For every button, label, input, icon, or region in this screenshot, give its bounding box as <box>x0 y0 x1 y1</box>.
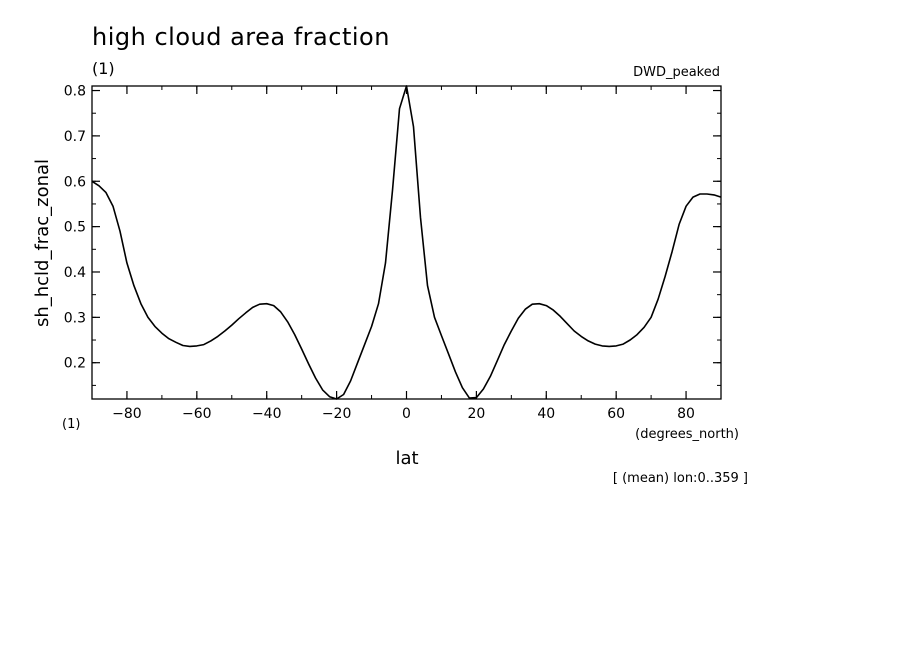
y-tick-label: 0.8 <box>64 84 86 100</box>
title-units: (1) <box>92 59 115 78</box>
chart-title: high cloud area fraction <box>92 23 390 51</box>
x-tick-label: 0 <box>402 406 411 422</box>
y-axis-label: sh_hcld_frac_zonal <box>32 159 53 327</box>
model-label: DWD_peaked <box>633 65 720 80</box>
x-tick-label: −80 <box>112 406 142 422</box>
y-axis-units: (1) <box>62 417 80 432</box>
plot-frame <box>91 85 722 400</box>
y-tick-label: 0.4 <box>64 265 86 281</box>
x-tick-label: 40 <box>537 406 555 422</box>
series-line <box>91 85 722 400</box>
x-tick-label: 80 <box>677 406 695 422</box>
y-tick-label: 0.5 <box>64 220 86 236</box>
x-axis-units: (degrees_north) <box>635 427 739 442</box>
y-tick-label: 0.7 <box>64 129 86 145</box>
averaging-note: [ (mean) lon:0..359 ] <box>613 471 748 486</box>
y-tick-label: 0.2 <box>64 356 86 372</box>
x-tick-label: −20 <box>322 406 352 422</box>
x-tick-label: −40 <box>252 406 282 422</box>
y-tick-label: 0.3 <box>64 310 86 326</box>
x-tick-label: 60 <box>607 406 625 422</box>
x-axis-label: lat <box>395 448 418 469</box>
x-tick-label: −60 <box>182 406 212 422</box>
x-tick-label: 20 <box>467 406 485 422</box>
plot-area: −80 −60 −40 −20 0 20 40 60 80 0.2 0.3 0.4 0.5 0.6 0.7 0… <box>64 84 722 422</box>
y-tick-label: 0.6 <box>64 174 86 190</box>
